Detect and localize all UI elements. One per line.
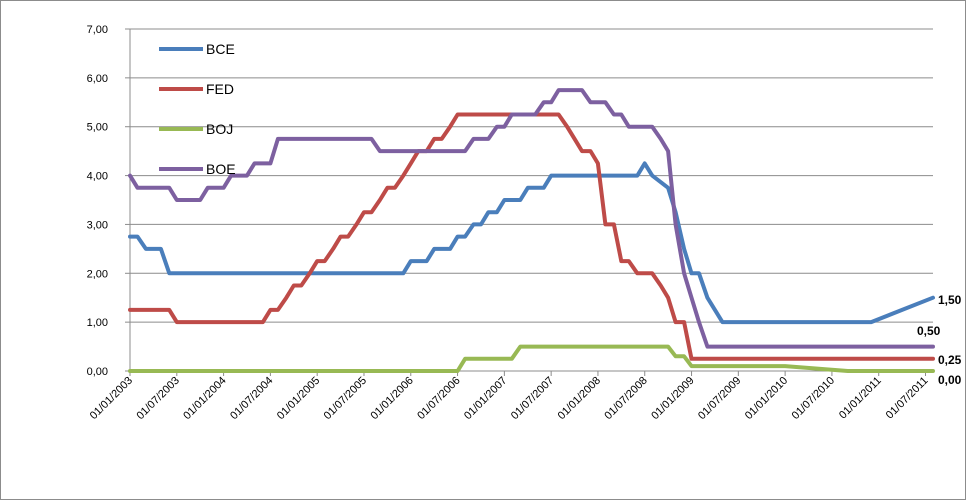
y-tick-label: 4,00 xyxy=(87,171,108,183)
end-value-label: 0,00 xyxy=(938,373,962,387)
legend: BCE FED BOJ BOE xyxy=(159,41,236,177)
y-tick-label: 7,00 xyxy=(87,24,108,36)
legend-label-fed: FED xyxy=(206,81,234,97)
series-lines xyxy=(128,88,935,373)
end-value-label: 0,25 xyxy=(938,353,962,367)
y-tick-label: 3,00 xyxy=(87,219,108,231)
y-tick-label: 1,00 xyxy=(87,317,108,329)
legend-label-boj: BOJ xyxy=(206,121,233,137)
series-line-boe xyxy=(128,88,935,349)
end-value-label: 0,50 xyxy=(917,324,941,338)
end-value-label: 1,50 xyxy=(938,293,962,307)
y-tick-label: 2,00 xyxy=(87,268,108,280)
series-line-bce xyxy=(128,161,935,325)
y-tick-label: 0,00 xyxy=(87,366,108,378)
y-tick-label: 6,00 xyxy=(87,73,108,85)
end-labels: 1,50 0,50 0,25 0,00 xyxy=(917,293,962,387)
y-tick-label: 5,00 xyxy=(87,122,108,134)
legend-label-bce: BCE xyxy=(206,41,235,57)
series-line-boj xyxy=(128,344,935,373)
legend-label-boe: BOE xyxy=(206,161,236,177)
